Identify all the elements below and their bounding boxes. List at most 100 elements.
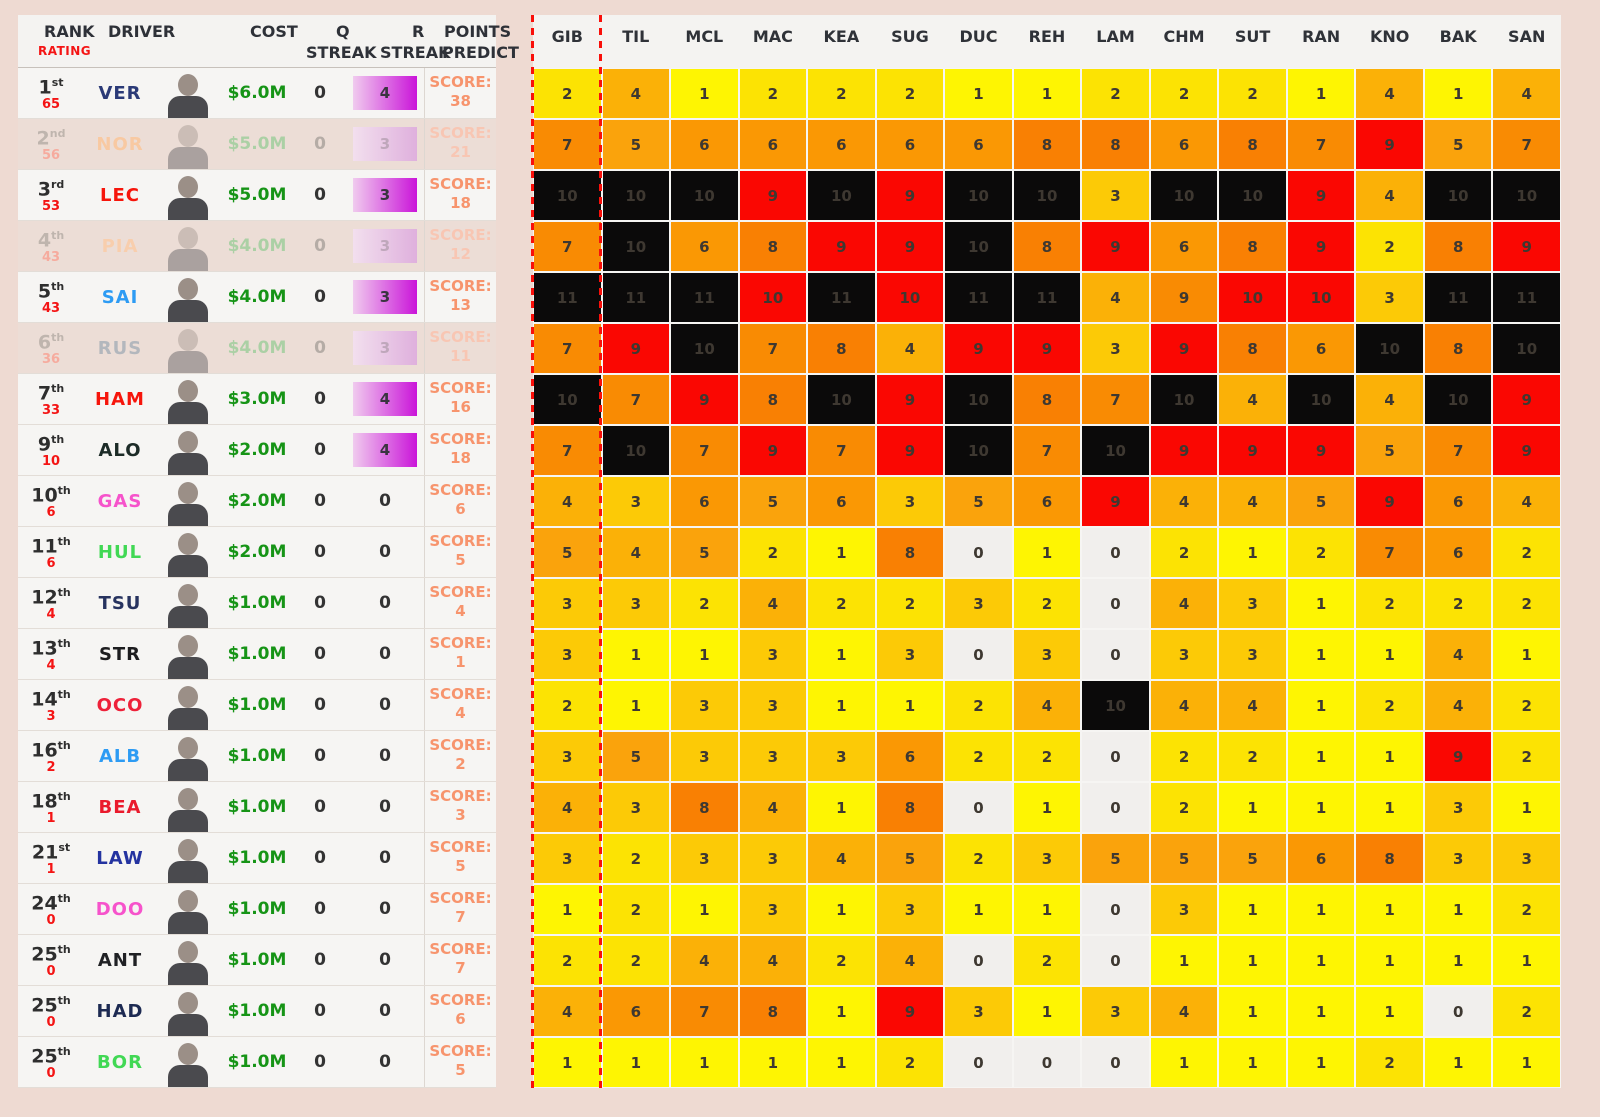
driver-row-alb[interactable]: 16th 2 ALB $1.0M 0 0 SCORE: 2 xyxy=(18,731,496,782)
heatmap-column-header-mcl[interactable]: MCL xyxy=(685,27,724,46)
driver-row-nor[interactable]: 2nd 56 NOR $5.0M 0 3 SCORE: 21 xyxy=(18,119,496,170)
q-streak-value: 0 xyxy=(314,593,326,613)
heatmap-column-header-sut[interactable]: SUT xyxy=(1234,27,1271,46)
heatmap-cell-alo-lam: 10 xyxy=(1082,426,1149,475)
driver-code[interactable]: ALO xyxy=(98,439,142,461)
driver-code[interactable]: HAM xyxy=(95,388,145,410)
heatmap-column-header-kea[interactable]: KEA xyxy=(823,27,860,46)
avatar-torso xyxy=(168,1065,208,1087)
heatmap-cell-ver-kno: 4 xyxy=(1356,69,1423,118)
heatmap-cell-rus-sut: 8 xyxy=(1219,324,1286,373)
heatmap-cell-pia-bak: 8 xyxy=(1424,222,1492,271)
q-streak-value: 0 xyxy=(314,695,326,715)
driver-row-sai[interactable]: 5th 43 SAI $4.0M 0 3 SCORE: 13 xyxy=(18,272,496,323)
driver-row-bea[interactable]: 18th 1 BEA $1.0M 0 0 SCORE: 3 xyxy=(18,782,496,833)
heatmap-cell-bor-san: 1 xyxy=(1493,1038,1560,1087)
driver-photo-cell xyxy=(156,680,220,730)
driver-code[interactable]: LEC xyxy=(100,184,140,206)
driver-row-ver[interactable]: 1st 65 VER $6.0M 0 4 SCORE: 38 xyxy=(18,68,496,119)
driver-code[interactable]: RUS xyxy=(97,337,143,359)
heatmap-cell-gas-reh: 6 xyxy=(1013,477,1081,526)
heatmap-column-header-bak[interactable]: BAK xyxy=(1439,27,1477,46)
cost-value: $4.0M xyxy=(227,338,287,358)
heatmap-column-header-reh[interactable]: REH xyxy=(1028,27,1066,46)
driver-code[interactable]: HUL xyxy=(97,541,143,563)
driver-row-tsu[interactable]: 12th 4 TSU $1.0M 0 0 SCORE: 4 xyxy=(18,578,496,629)
heatmap-column-header-san[interactable]: SAN xyxy=(1508,27,1546,46)
driver-code[interactable]: OCO xyxy=(96,694,144,716)
heatmap-cell-had-mcl: 7 xyxy=(671,987,738,1036)
heatmap-cell-law-reh: 3 xyxy=(1013,834,1081,883)
driver-code[interactable]: SAI xyxy=(101,286,139,308)
heatmap-column-header-ran[interactable]: RAN xyxy=(1302,27,1341,46)
driver-code[interactable]: LAW xyxy=(96,847,144,869)
driver-code[interactable]: BOR xyxy=(97,1051,143,1073)
driver-row-alo[interactable]: 9th 10 ALO $2.0M 0 4 SCORE: 18 xyxy=(18,425,496,476)
driver-row-rus[interactable]: 6th 36 RUS $4.0M 0 3 SCORE: 11 xyxy=(18,323,496,374)
driver-row-had[interactable]: 25th 0 HAD $1.0M 0 0 SCORE: 6 xyxy=(18,986,496,1037)
driver-row-doo[interactable]: 24th 0 DOO $1.0M 0 0 SCORE: 7 xyxy=(18,884,496,935)
heatmap-column-header-kno[interactable]: KNO xyxy=(1369,27,1410,46)
driver-code[interactable]: HAD xyxy=(96,1000,144,1022)
driver-avatar xyxy=(166,378,210,424)
driver-code[interactable]: BEA xyxy=(98,796,142,818)
heatmap-column-header-sug[interactable]: SUG xyxy=(891,27,929,46)
avatar-torso xyxy=(168,351,208,373)
rank-ordinal: 10th xyxy=(31,484,71,507)
heatmap-cell-ham-reh: 8 xyxy=(1013,375,1081,424)
heatmap-cell-bea-san: 1 xyxy=(1493,783,1560,832)
heatmap-cell-tsu-til: 3 xyxy=(602,579,670,628)
driver-row-gas[interactable]: 10th 6 GAS $2.0M 0 0 SCORE: 6 xyxy=(18,476,496,527)
avatar-torso xyxy=(168,147,208,169)
heatmap-cell-doo-mac: 3 xyxy=(739,885,807,934)
driver-code[interactable]: ANT xyxy=(97,949,143,971)
driver-row-ham[interactable]: 7th 33 HAM $3.0M 0 4 SCORE: 16 xyxy=(18,374,496,425)
driver-row-lec[interactable]: 3rd 53 LEC $5.0M 0 3 SCORE: 18 xyxy=(18,170,496,221)
heatmap-column-header-mac[interactable]: MAC xyxy=(752,27,793,46)
heatmap-cell-rus-lam: 3 xyxy=(1082,324,1149,373)
driver-row-str[interactable]: 13th 4 STR $1.0M 0 0 SCORE: 1 xyxy=(18,629,496,680)
heatmap-cell-hul-sug: 8 xyxy=(876,528,944,577)
heatmap-cell-gas-kea: 6 xyxy=(808,477,875,526)
score-label: SCORE: xyxy=(429,430,492,448)
driver-code[interactable]: DOO xyxy=(95,898,145,920)
driver-code[interactable]: STR xyxy=(98,643,142,665)
driver-row-pia[interactable]: 4th 43 PIA $4.0M 0 3 SCORE: 12 xyxy=(18,221,496,272)
avatar-torso xyxy=(168,300,208,322)
avatar-torso xyxy=(168,810,208,832)
driver-code[interactable]: VER xyxy=(98,82,142,104)
heatmap-cell-alo-san: 9 xyxy=(1493,426,1560,475)
rating-value: 4 xyxy=(46,658,56,674)
driver-code[interactable]: ALB xyxy=(98,745,142,767)
heatmap-column-header-duc[interactable]: DUC xyxy=(959,27,998,46)
driver-code[interactable]: TSU xyxy=(98,592,142,614)
heatmap-cell-sai-sut: 10 xyxy=(1219,273,1286,322)
driver-avatar xyxy=(166,582,210,628)
heatmap-cell-bor-ran: 1 xyxy=(1287,1038,1355,1087)
driver-row-ant[interactable]: 25th 0 ANT $1.0M 0 0 SCORE: 7 xyxy=(18,935,496,986)
heatmap-cell-doo-kea: 1 xyxy=(808,885,875,934)
heatmap-column-header-til[interactable]: TIL xyxy=(622,27,650,46)
heatmap-cell-ver-sug: 2 xyxy=(876,69,944,118)
driver-row-hul[interactable]: 11th 6 HUL $2.0M 0 0 SCORE: 5 xyxy=(18,527,496,578)
heatmap-column-header-lam[interactable]: LAM xyxy=(1096,27,1135,46)
avatar-torso xyxy=(168,912,208,934)
heatmap-column-header-chm[interactable]: CHM xyxy=(1163,27,1205,46)
rank-cell: 25th 0 xyxy=(18,935,84,985)
heatmap-cell-doo-ran: 1 xyxy=(1287,885,1355,934)
r-streak-pill: 4 xyxy=(353,382,417,416)
driver-row-bor[interactable]: 25th 0 BOR $1.0M 0 0 SCORE: 5 xyxy=(18,1037,496,1088)
avatar-head xyxy=(178,482,198,504)
heatmap-column-header-gib[interactable]: GIB xyxy=(551,27,583,46)
driver-code[interactable]: NOR xyxy=(96,133,144,155)
driver-row-law[interactable]: 21st 1 LAW $1.0M 0 0 SCORE: 5 xyxy=(18,833,496,884)
heatmap-cell-hul-bak: 6 xyxy=(1424,528,1492,577)
driver-row-oco[interactable]: 14th 3 OCO $1.0M 0 0 SCORE: 4 xyxy=(18,680,496,731)
r-streak-value: 0 xyxy=(379,797,391,817)
driver-code[interactable]: GAS xyxy=(97,490,143,512)
heatmap-rows: 2 4 1 2 2 2 1 1 2 2 2 1 4 1 4 7 5 6 6 6 6 6 8 8 6 8 7 9 5 7 10 10 10 9 10 9… xyxy=(533,68,1561,1088)
driver-code[interactable]: PIA xyxy=(101,235,139,257)
score-value: 11 xyxy=(450,347,471,365)
heatmap-cell-doo-duc: 1 xyxy=(945,885,1012,934)
